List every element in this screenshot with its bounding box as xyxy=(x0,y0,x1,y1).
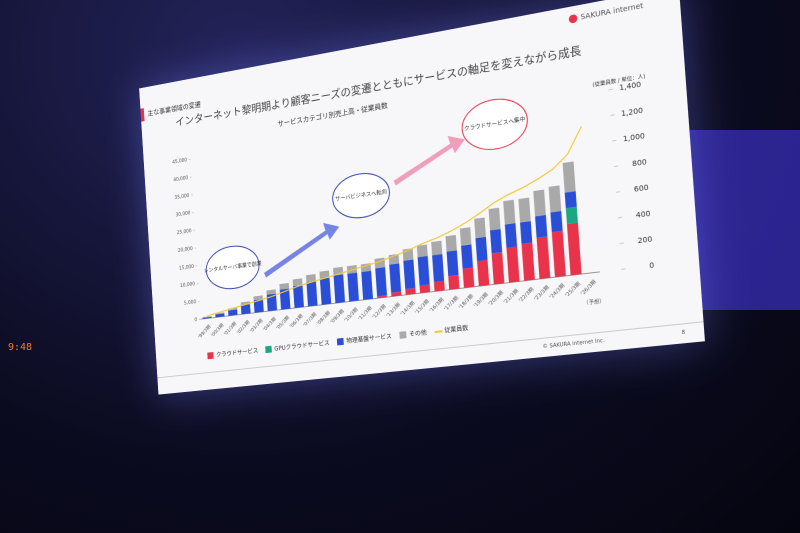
bar-segment xyxy=(306,281,317,306)
bar-segment xyxy=(490,229,502,254)
bar-segment xyxy=(505,223,517,248)
legend-swatch xyxy=(435,331,443,332)
bar-segment xyxy=(503,200,515,225)
bar-segment xyxy=(461,244,473,268)
wall-light xyxy=(690,130,800,310)
tick-mark xyxy=(618,217,622,218)
bar-segment xyxy=(492,252,505,284)
bar-segment xyxy=(518,198,530,223)
tick-mark xyxy=(608,89,612,90)
y2-tick-label: 0 xyxy=(649,261,655,270)
tick-mark xyxy=(620,243,624,244)
bar-segment xyxy=(549,185,562,212)
legend-swatch xyxy=(207,352,213,359)
bar-segment xyxy=(550,211,562,232)
bar-segment xyxy=(477,260,489,286)
bar-segment xyxy=(463,268,475,288)
bar-segment xyxy=(375,267,387,296)
legend-swatch xyxy=(265,346,272,353)
bar-segment xyxy=(447,250,459,276)
bar-segment xyxy=(489,208,501,231)
tick-mark xyxy=(612,140,616,141)
bar-segment xyxy=(566,207,578,224)
tick-mark xyxy=(621,269,625,270)
bar-segment xyxy=(563,161,576,192)
bar-segment xyxy=(565,191,577,208)
scene: 9:48 主な事業領域の変遷 インターネット黎明期より顧客ニーズの変遷とともにサ… xyxy=(0,0,800,533)
bar-segment xyxy=(475,237,487,261)
bar-segment xyxy=(389,263,401,292)
y-tick-label: 0 xyxy=(194,317,197,323)
slide: 主な事業領域の変遷 インターネット黎明期より顧客ニーズの変遷とともにサービスの軸… xyxy=(139,0,705,395)
bar-segment xyxy=(420,284,431,293)
bar-segment xyxy=(418,256,430,286)
bar-segment xyxy=(434,281,445,292)
bar-segment xyxy=(361,271,373,300)
bar-segment xyxy=(520,221,532,244)
clock: 9:48 xyxy=(8,342,32,353)
bar-segment xyxy=(446,235,457,252)
bar-segment xyxy=(460,227,472,246)
bar-segment xyxy=(279,283,289,290)
tick-mark xyxy=(616,192,620,193)
bar-segment xyxy=(347,272,359,301)
page-number: 8 xyxy=(681,330,685,337)
bar-segment xyxy=(228,309,237,315)
bar-segment xyxy=(431,241,442,256)
bar-segment xyxy=(320,278,331,305)
y2-tick-label: 200 xyxy=(637,235,652,245)
bar-segment xyxy=(403,260,415,290)
bar-segment xyxy=(535,215,547,238)
legend-swatch xyxy=(399,331,406,339)
bar-segment xyxy=(334,274,346,303)
legend-swatch xyxy=(337,338,344,346)
bar-segment xyxy=(293,285,304,308)
tick-mark xyxy=(614,166,618,167)
bar-segment xyxy=(474,217,486,238)
bar-segment xyxy=(417,244,428,257)
bar-segment xyxy=(405,288,415,295)
bar-segment xyxy=(432,254,444,282)
bar-segment xyxy=(448,275,459,290)
tick-mark xyxy=(610,115,614,116)
bar-segment xyxy=(533,190,546,217)
